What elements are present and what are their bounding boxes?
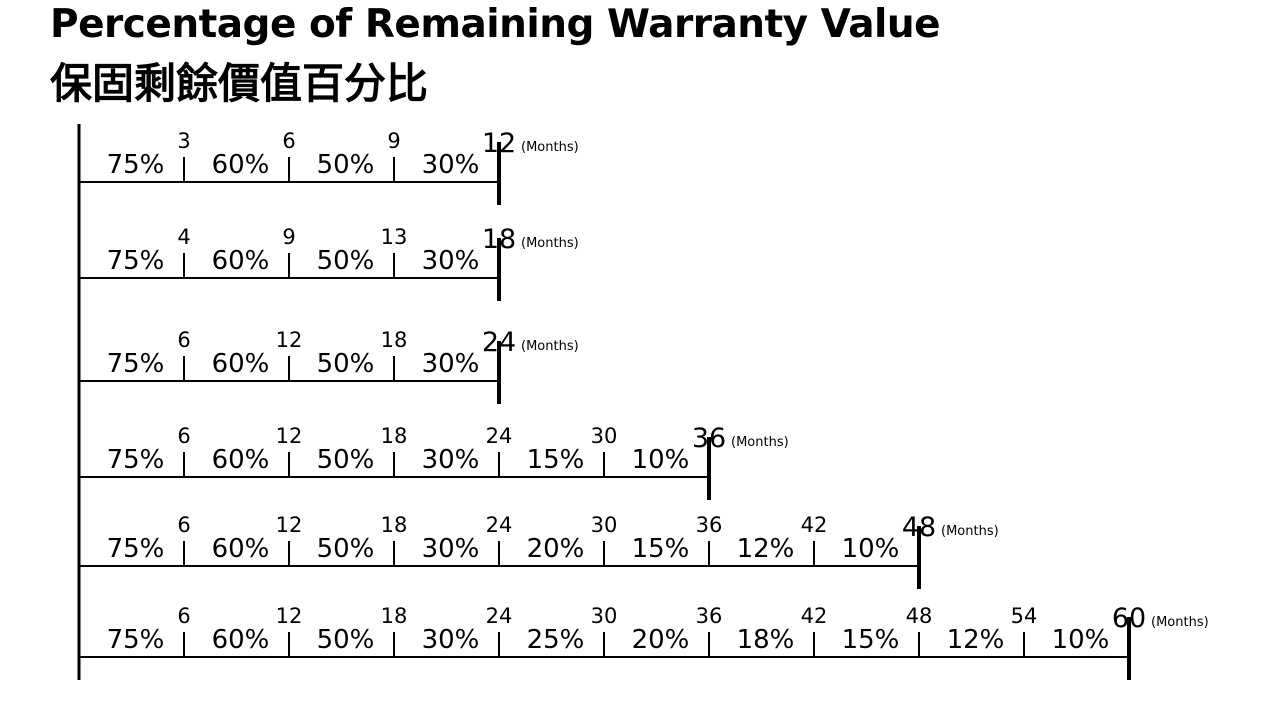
month-tick-label: 6 (177, 328, 190, 352)
term-end-label: 36 (692, 423, 726, 454)
percent-label: 15% (527, 445, 585, 475)
month-tick-label: 48 (906, 604, 933, 628)
percent-label: 75% (107, 349, 165, 379)
percent-label: 50% (317, 150, 375, 180)
percent-label: 10% (842, 534, 900, 564)
percent-label: 15% (632, 534, 690, 564)
percent-label: 50% (317, 625, 375, 655)
month-tick-label: 24 (486, 424, 513, 448)
percent-label: 30% (422, 625, 480, 655)
percent-label: 60% (212, 534, 270, 564)
month-tick-label: 6 (177, 424, 190, 448)
term-end-label: 18 (482, 224, 516, 255)
month-tick-label: 18 (381, 604, 408, 628)
month-tick-label: 13 (381, 225, 408, 249)
page-title: Percentage of Remaining Warranty Value (50, 2, 941, 47)
month-tick-label: 24 (486, 513, 513, 537)
percent-label: 50% (317, 534, 375, 564)
percent-label: 18% (737, 625, 795, 655)
month-tick-label: 6 (282, 129, 295, 153)
months-unit-label: (Months) (731, 435, 789, 450)
percent-label: 50% (317, 349, 375, 379)
percent-label: 50% (317, 445, 375, 475)
percent-label: 30% (422, 445, 480, 475)
month-tick-label: 42 (801, 604, 828, 628)
months-unit-label: (Months) (521, 140, 579, 155)
percent-label: 10% (632, 445, 690, 475)
percent-label: 12% (737, 534, 795, 564)
month-tick-label: 18 (381, 513, 408, 537)
term-end-label: 48 (902, 512, 936, 543)
term-end-label: 60 (1112, 603, 1146, 634)
month-tick-label: 18 (381, 424, 408, 448)
month-tick-label: 54 (1011, 604, 1038, 628)
percent-label: 15% (842, 625, 900, 655)
percent-label: 20% (527, 534, 585, 564)
month-tick-label: 30 (591, 513, 618, 537)
percent-label: 75% (107, 246, 165, 276)
month-tick-label: 30 (591, 424, 618, 448)
page-subtitle: 保固剩餘價值百分比 (50, 59, 429, 108)
term-end-label: 24 (482, 327, 516, 358)
month-tick-label: 9 (282, 225, 295, 249)
percent-label: 30% (422, 534, 480, 564)
percent-label: 75% (107, 534, 165, 564)
percent-label: 75% (107, 445, 165, 475)
month-tick-label: 30 (591, 604, 618, 628)
month-tick-label: 36 (696, 513, 723, 537)
percent-label: 50% (317, 246, 375, 276)
percent-label: 30% (422, 150, 480, 180)
percent-label: 10% (1052, 625, 1110, 655)
months-unit-label: (Months) (521, 236, 579, 251)
term-end-label: 12 (482, 128, 516, 159)
percent-label: 60% (212, 150, 270, 180)
months-unit-label: (Months) (941, 524, 999, 539)
percent-label: 30% (422, 349, 480, 379)
month-tick-label: 36 (696, 604, 723, 628)
month-tick-label: 18 (381, 328, 408, 352)
percent-label: 60% (212, 445, 270, 475)
month-tick-label: 6 (177, 513, 190, 537)
month-tick-label: 12 (276, 328, 303, 352)
percent-label: 30% (422, 246, 480, 276)
percent-label: 75% (107, 150, 165, 180)
months-unit-label: (Months) (521, 339, 579, 354)
month-tick-label: 12 (276, 424, 303, 448)
month-tick-label: 9 (387, 129, 400, 153)
month-tick-label: 24 (486, 604, 513, 628)
percent-label: 20% (632, 625, 690, 655)
percent-label: 60% (212, 625, 270, 655)
percent-label: 75% (107, 625, 165, 655)
month-tick-label: 42 (801, 513, 828, 537)
month-tick-label: 12 (276, 513, 303, 537)
percent-label: 12% (947, 625, 1005, 655)
percent-label: 60% (212, 246, 270, 276)
percent-label: 60% (212, 349, 270, 379)
percent-label: 25% (527, 625, 585, 655)
month-tick-label: 4 (177, 225, 190, 249)
month-tick-label: 6 (177, 604, 190, 628)
month-tick-label: 3 (177, 129, 190, 153)
months-unit-label: (Months) (1151, 615, 1209, 630)
month-tick-label: 12 (276, 604, 303, 628)
